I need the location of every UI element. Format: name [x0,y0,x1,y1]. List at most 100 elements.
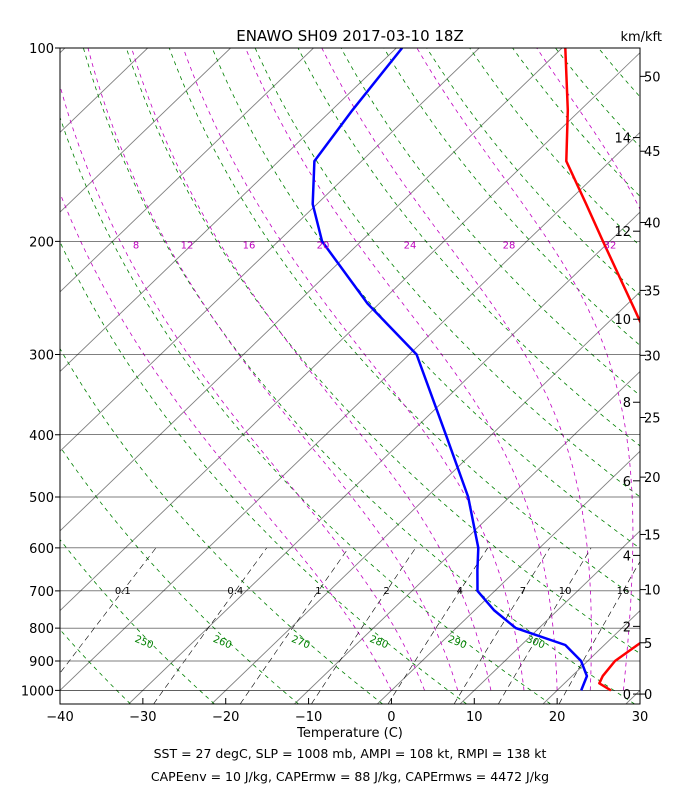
isotherm-line [60,48,149,134]
mixing-ratio-line [60,547,157,674]
pressure-tick-label: 700 [29,585,54,600]
moist-adiabat-line [182,48,525,691]
footer-line-2: CAPEenv = 10 J/kg, CAPErmw = 88 J/kg, CA… [150,769,550,784]
chart-title: ENAWO SH09 2017-03-10 18Z [236,27,464,45]
kft-tick-label: 5 [644,637,652,652]
mixing-ratio-line [498,547,592,704]
moist-adiabat-line [416,48,634,691]
kft-tick-label: 20 [644,471,661,486]
mixing-ratio-label: 0.1 [115,586,131,597]
km-tick-label: 10 [614,313,631,328]
dry-adiabat-line [83,48,635,704]
km-tick-label: 2 [623,620,631,635]
mixing-ratio-label: 16 [617,586,630,597]
mixing-ratio-line [453,547,550,704]
kft-tick-label: 25 [644,411,661,426]
sounding-line [564,48,640,692]
mixing-ratio-label: 0.4 [227,586,243,597]
mixing-ratio-line [311,547,416,704]
x-tick-label: 10 [466,710,483,725]
x-tick-label: −10 [295,710,322,725]
sounding-profiles [311,48,640,692]
dry-adiabat-label: 250 [133,634,155,651]
km-tick-label: 6 [623,475,631,490]
pressure-tick-label: 900 [29,655,54,670]
isotherm-line [294,370,640,704]
footer-line-1: SST = 27 degC, SLP = 1008 mb, AMPI = 108… [153,746,547,761]
dry-adiabat-line [60,629,131,704]
right-axis-label: km/kft [620,30,662,45]
moist-adiabat-line [682,48,700,690]
pressure-tick-label: 500 [29,491,54,506]
mixing-ratio-line [239,547,349,704]
dry-adiabat-line [125,48,640,655]
dry-adiabat-label: 280 [368,634,390,651]
isotherm-line [60,52,640,612]
dry-adiabat-label: 270 [290,634,312,651]
dry-adiabat-line [254,48,640,498]
mixing-ratio-label: 4 [457,586,463,597]
kft-tick-label: 10 [644,584,661,599]
skewt-chart: ENAWO SH09 2017-03-10 18Z km/kft 0.1 0.4 1… [21,24,700,741]
moist-adiabat-label: 32 [604,240,617,251]
km-tick-label: 12 [614,225,631,240]
isotherm-line [60,48,231,213]
x-tick-label: −40 [46,710,73,725]
mixing-ratio-label: 7 [520,586,526,597]
dry-adiabat-line [555,48,640,148]
kft-tick-label: 35 [644,284,661,299]
dry-adiabat-line [664,24,700,704]
dry-adiabat-line [297,48,640,447]
pressure-tick-label: 800 [29,622,54,637]
x-tick-label: 0 [387,710,395,725]
pressure-tick-label: 300 [29,348,54,363]
moist-adiabat-line [245,48,558,691]
isotherm-line [60,48,314,293]
km-tick-label: 8 [623,396,631,411]
x-tick-label: −30 [129,710,156,725]
moist-adiabat-line [87,48,459,691]
isotherm-line [376,450,640,704]
dry-adiabat-label: 290 [446,634,468,651]
dry-adiabat-line [168,48,640,602]
dry-adiabat-line [60,240,467,704]
kft-tick-label: 0 [644,688,652,703]
isotherm-line [60,131,640,692]
dry-adiabat-line [469,48,640,247]
moist-adiabat-line [60,84,425,691]
isotherm-line [459,530,640,704]
dry-adiabat-line [426,48,640,297]
pressure-tick-label: 600 [29,542,54,557]
pressure-tick-label: 200 [29,235,54,250]
mixing-ratio-line [558,560,640,704]
dry-adiabat-line [211,48,640,549]
moist-adiabat-label: 8 [133,240,139,251]
isotherm-line [60,48,563,532]
dry-adiabat-line [60,538,215,704]
mixing-ratio-line [387,547,488,704]
isotherm-line [625,689,640,704]
kft-tick-label: 45 [644,145,661,160]
dry-adiabat-line [512,48,640,197]
moist-adiabat-label: 20 [317,240,330,251]
km-tick-label: 4 [623,549,631,564]
km-tick-label: 0 [623,688,631,703]
x-tick-label: 30 [632,710,649,725]
mixing-ratio-line [153,547,267,704]
x-axis-label: Temperature (C) [296,726,403,741]
dry-adiabat-line [622,24,700,704]
moist-adiabat-label: 12 [181,240,194,251]
isotherm-line [60,48,66,54]
mixing-ratio-label: 1 [315,586,321,597]
dry-adiabat-label: 260 [211,634,233,651]
moist-adiabat-line [60,192,392,691]
moist-adiabat-label: 24 [404,240,417,251]
axes: −40 −30 −20 −10 0 10 20 30100090080070060050040… [21,42,661,725]
pressure-tick-label: 400 [29,429,54,444]
moist-adiabat-label: 28 [503,240,516,251]
isotherm-line [60,48,397,373]
x-tick-label: −20 [212,710,239,725]
moist-adiabat-line [321,48,592,691]
pressure-tick-label: 1000 [21,684,54,699]
isotherm-line [60,48,480,452]
